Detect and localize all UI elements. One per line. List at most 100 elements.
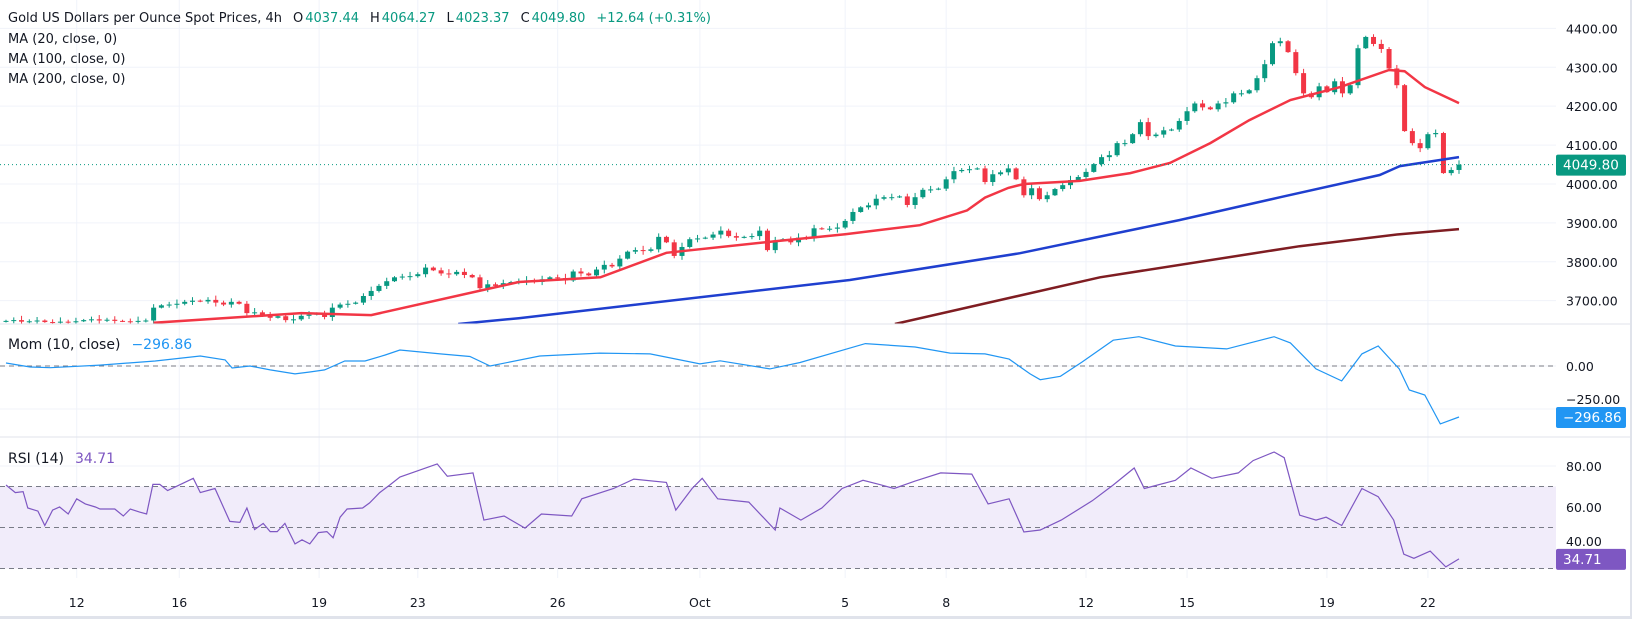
y-tick-label: 4000.00 bbox=[1566, 177, 1618, 192]
last-price-badge: 4049.80 bbox=[1563, 158, 1619, 174]
ma20-legend[interactable]: MA (20, close, 0) bbox=[8, 32, 118, 47]
candle-body bbox=[461, 271, 467, 275]
candle-up bbox=[842, 218, 848, 230]
candle-body bbox=[1293, 52, 1299, 74]
candle-up bbox=[1332, 78, 1338, 95]
candle-up bbox=[920, 187, 926, 199]
candle-up bbox=[687, 237, 693, 249]
candle-body bbox=[306, 314, 312, 316]
candle-up bbox=[81, 318, 87, 323]
low-value: 4023.37 bbox=[455, 11, 510, 26]
candle-up bbox=[189, 297, 195, 305]
candle-body bbox=[656, 236, 662, 250]
candle-up bbox=[897, 195, 903, 198]
candle-body bbox=[127, 321, 133, 323]
y-tick-label: 4100.00 bbox=[1566, 138, 1618, 153]
candle-body bbox=[1215, 103, 1221, 110]
candle-body bbox=[702, 237, 708, 239]
candle-body bbox=[399, 276, 405, 278]
candle-down bbox=[65, 319, 71, 324]
rsi-value: 34.71 bbox=[74, 451, 116, 467]
candle-body bbox=[1044, 195, 1050, 200]
candle-body bbox=[741, 236, 747, 238]
candle-body bbox=[904, 196, 910, 205]
price-axis[interactable] bbox=[1556, 0, 1632, 619]
candle-up bbox=[407, 271, 413, 281]
candle-up bbox=[811, 224, 817, 242]
symbol-title: Gold US Dollars per Ounce Spot Prices, 4… bbox=[8, 11, 282, 26]
candle-up bbox=[376, 283, 382, 293]
candle-down bbox=[322, 310, 328, 320]
candle-body bbox=[1036, 188, 1042, 200]
candle-body bbox=[850, 211, 856, 221]
momentum-legend[interactable]: Mom (10, close) −296.86 bbox=[8, 336, 194, 354]
y-tick-label: 0.00 bbox=[1566, 359, 1594, 374]
candle-body bbox=[19, 320, 25, 322]
candle-down bbox=[578, 267, 584, 277]
candle-body bbox=[88, 319, 94, 321]
candle-body bbox=[943, 179, 949, 189]
candle-body bbox=[897, 196, 903, 198]
candle-body bbox=[1386, 49, 1392, 69]
candle-body bbox=[873, 198, 879, 206]
candle-body bbox=[757, 230, 763, 237]
last-price-badge-bg bbox=[1556, 154, 1626, 176]
x-tick-label: 12 bbox=[1078, 595, 1094, 610]
y-tick-label: 60.00 bbox=[1566, 500, 1602, 515]
candle-body bbox=[1192, 103, 1198, 112]
candle-up bbox=[1246, 89, 1252, 95]
candle-body bbox=[578, 271, 584, 274]
candle-body bbox=[1371, 36, 1377, 44]
candle-body bbox=[710, 234, 716, 238]
candle-down bbox=[1402, 84, 1408, 132]
candle-up bbox=[1130, 133, 1136, 144]
candle-up bbox=[998, 170, 1004, 176]
candle-body bbox=[570, 271, 576, 281]
candle-body bbox=[1106, 155, 1112, 158]
candle-body bbox=[1378, 43, 1384, 50]
candle-up bbox=[182, 299, 188, 306]
candle-down bbox=[609, 262, 615, 268]
ma100-legend[interactable]: MA (100, close, 0) bbox=[8, 52, 126, 67]
candle-up bbox=[928, 185, 934, 193]
candle-down bbox=[1036, 186, 1042, 201]
candle-down bbox=[1378, 39, 1384, 53]
candle-body bbox=[415, 274, 421, 277]
candle-body bbox=[228, 301, 234, 305]
candle-body bbox=[329, 307, 335, 317]
candle-body bbox=[104, 319, 110, 321]
rsi-legend[interactable]: RSI (14) 34.71 bbox=[8, 450, 117, 468]
candle-body bbox=[1355, 48, 1361, 86]
candle-body bbox=[120, 320, 126, 322]
candle-up bbox=[135, 316, 141, 324]
candle-body bbox=[1238, 93, 1244, 95]
ma200-legend[interactable]: MA (200, close, 0) bbox=[8, 72, 126, 87]
candle-body bbox=[663, 236, 669, 243]
candle-body bbox=[454, 271, 460, 275]
candle-body bbox=[1207, 107, 1213, 110]
candle-up bbox=[360, 293, 366, 305]
candlestick-series bbox=[3, 34, 1462, 324]
candle-body bbox=[912, 197, 918, 205]
candle-up bbox=[1223, 98, 1229, 108]
candle-body bbox=[345, 303, 351, 305]
candle-body bbox=[1363, 36, 1369, 49]
candle-up bbox=[757, 226, 763, 240]
candle-body bbox=[1231, 93, 1237, 103]
candle-down bbox=[1200, 99, 1206, 111]
candle-body bbox=[57, 321, 63, 323]
candle-body bbox=[982, 168, 988, 183]
symbol-legend[interactable]: Gold US Dollars per Ounce Spot Prices, 4… bbox=[8, 10, 713, 28]
candle-up bbox=[594, 266, 600, 278]
candle-up bbox=[718, 226, 724, 239]
candle-body bbox=[632, 250, 638, 252]
candle-up bbox=[1347, 83, 1353, 95]
candle-body bbox=[290, 319, 296, 321]
candle-up bbox=[1052, 187, 1058, 197]
candle-down bbox=[1440, 131, 1446, 174]
candle-body bbox=[625, 251, 631, 259]
candle-body bbox=[205, 299, 211, 302]
candle-body bbox=[998, 172, 1004, 175]
candle-body bbox=[1161, 130, 1167, 135]
